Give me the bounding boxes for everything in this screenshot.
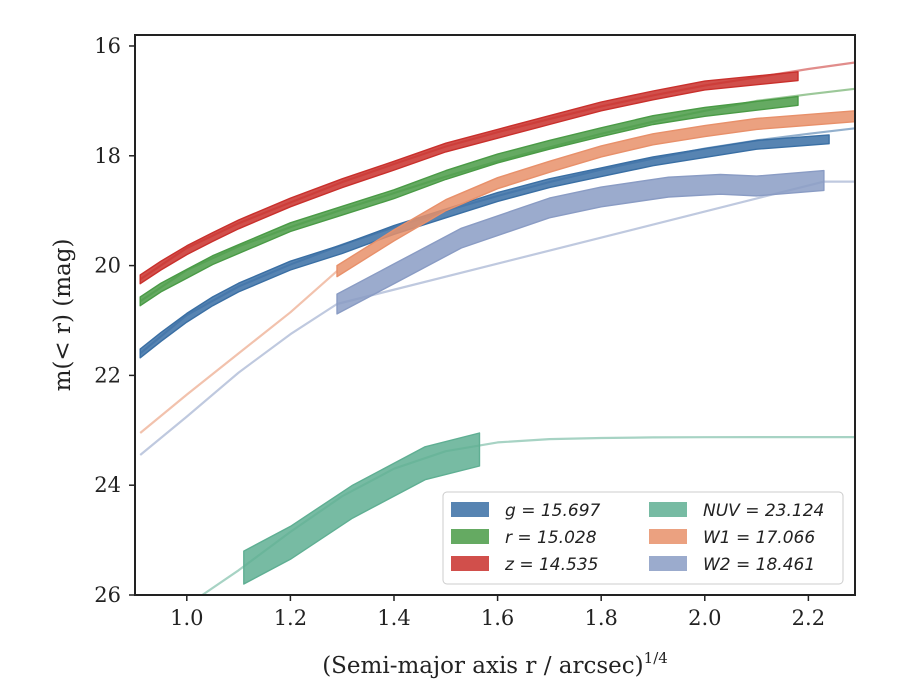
legend-label: g = 15.697 [505,501,601,521]
legend-label: NUV = 23.124 [703,501,824,521]
legend-swatch [649,529,687,544]
y-tick-label: 22 [94,363,121,387]
x-tick-label: 1.2 [274,606,307,630]
plot-frame [134,34,856,596]
y-tick-label: 20 [94,254,121,278]
x-tick-label: 1.6 [481,606,514,630]
y-axis-title: m(< r) (mag) [50,239,76,392]
y-tick-label: 18 [94,144,121,168]
y-tick-label: 16 [94,34,121,58]
series-5-observed-band [336,169,825,315]
x-tick-label: 2.2 [792,606,825,630]
x-tick-label: 2.0 [688,606,721,630]
series-0-observed-band [139,134,830,359]
legend-swatch [451,502,489,517]
x-axis-title-main: (Semi-major axis r / arcsec) [322,653,643,679]
legend-swatch [649,502,687,517]
series-3 [201,432,855,595]
legend-label: W2 = 18.461 [703,555,815,575]
legend-label: z = 14.535 [504,555,598,575]
series-3-observed-band [243,432,481,585]
series-layer [139,61,855,595]
series-2-observed-band [139,71,799,285]
x-axis-title: (Semi-major axis r / arcsec)1/4 [322,649,668,679]
y-tick-label: 24 [94,473,121,497]
x-axis-title-superscript: 1/4 [644,649,668,667]
series-1 [139,87,855,307]
legend-swatch [451,556,489,571]
y-axis: 16 18 20 22 24 26 [94,34,135,607]
x-tick-label: 1.4 [377,606,410,630]
series-1-observed-band [139,95,799,307]
legend-label: r = 15.028 [505,528,597,548]
series-0 [139,127,855,359]
series-4 [139,110,855,434]
legend-box [442,491,844,585]
legend-swatch [451,529,489,544]
series-4-observed-band [336,110,855,278]
legend-label: W1 = 17.066 [703,528,815,548]
legend-swatch [649,556,687,571]
series-4-model-line [139,270,338,434]
x-tick-label: 1.0 [170,606,203,630]
legend: g = 15.697 r = 15.028 z = 14.535 NUV = 23.1… [442,491,844,585]
x-tick-label: 1.8 [584,606,617,630]
x-axis: 1.0 1.2 1.4 1.6 1.8 2.0 2.2 [170,595,825,630]
series-5 [139,169,855,456]
series-2 [139,61,855,285]
y-tick-label: 26 [94,583,121,607]
